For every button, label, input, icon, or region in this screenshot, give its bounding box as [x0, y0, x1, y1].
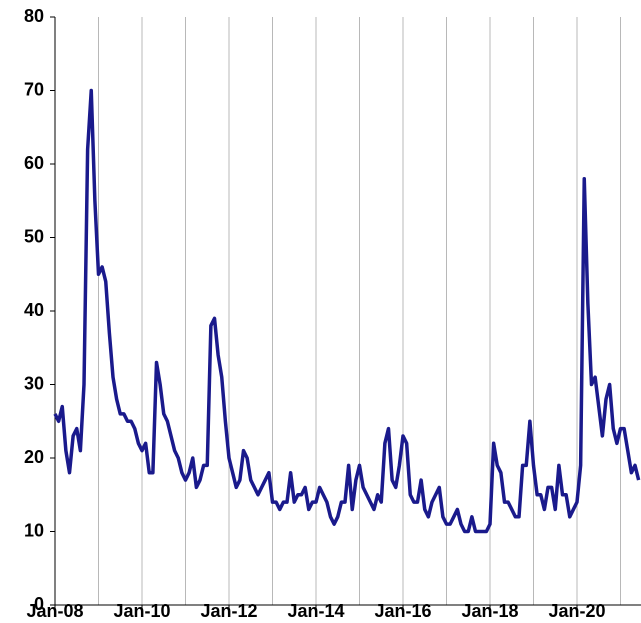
- x-tick-label: Jan-16: [374, 601, 431, 621]
- y-tick-label: 30: [24, 373, 44, 393]
- line: [53, 88, 641, 534]
- x-tick-label: Jan-12: [200, 601, 257, 621]
- y-tick-label: 0: [34, 594, 44, 614]
- y-tick-label: 80: [24, 6, 44, 26]
- x-tick-label: Jan-10: [113, 601, 170, 621]
- y-tick-label: 60: [24, 153, 44, 173]
- y-tick-label: 10: [24, 520, 44, 540]
- y-tick-label: 70: [24, 79, 44, 99]
- x-tick-label: Jan-18: [461, 601, 518, 621]
- y-tick-label: 40: [24, 300, 44, 320]
- x-tick-label: Jan-14: [287, 601, 344, 621]
- y-tick-label: 50: [24, 226, 44, 246]
- x-tick-label: Jan-20: [548, 601, 605, 621]
- x-tick-label: Jan-08: [26, 601, 83, 621]
- y-tick-label: 20: [24, 447, 44, 467]
